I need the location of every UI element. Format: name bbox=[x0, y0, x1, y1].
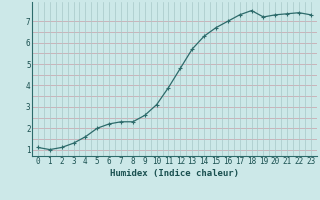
X-axis label: Humidex (Indice chaleur): Humidex (Indice chaleur) bbox=[110, 169, 239, 178]
